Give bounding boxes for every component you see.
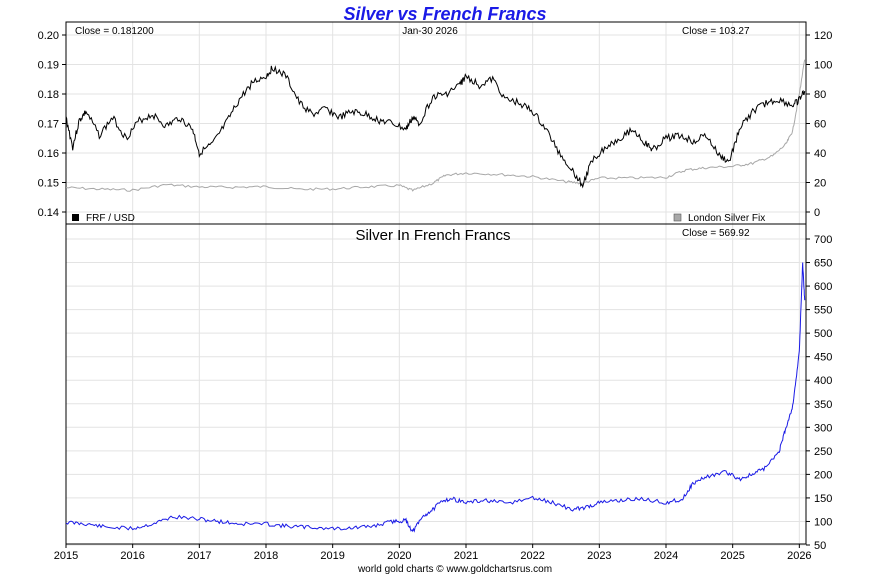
top-panel-series [65, 59, 806, 192]
y-right-bottom-tick-label: 250 [814, 446, 832, 458]
legend-silver-fix-swatch [673, 213, 682, 222]
y-right-bottom-tick-label: 400 [814, 375, 832, 387]
y-right-bottom-tick-label: 450 [814, 352, 832, 364]
top-right-axis-ticks: 120 100 80 60 40 20 0 [806, 30, 832, 219]
x-tick-label: 2020 [387, 550, 411, 562]
y-right-top-tick-label: 120 [814, 30, 832, 42]
top-panel-grid [65, 22, 806, 224]
y-right-top-tick-label: 60 [814, 119, 826, 131]
x-tick-label: 2024 [654, 550, 678, 562]
bottom-close-right: Close = 569.92 [682, 228, 750, 239]
y-right-top-tick-label: 80 [814, 89, 826, 101]
bottom-panel-grid [65, 224, 806, 546]
top-date-label: Jan-30 2026 [402, 26, 458, 37]
y-right-bottom-tick-label: 650 [814, 258, 832, 270]
legend-frf-label: FRF / USD [86, 213, 135, 224]
footer-credit: world gold charts © www.goldchartsrus.co… [357, 564, 552, 575]
y-left-tick-label: 0.18 [38, 89, 59, 101]
y-right-top-tick-label: 40 [814, 148, 826, 160]
y-right-bottom-tick-label: 600 [814, 281, 832, 293]
y-left-tick-label: 0.17 [38, 119, 59, 131]
x-tick-label: 2017 [187, 550, 211, 562]
x-tick-label: 2026 [787, 550, 811, 562]
x-tick-label: 2023 [587, 550, 611, 562]
y-right-bottom-tick-label: 550 [814, 305, 832, 317]
y-right-top-tick-label: 100 [814, 60, 832, 72]
x-tick-label: 2021 [454, 550, 478, 562]
top-close-left: Close = 0.181200 [75, 26, 154, 37]
chart-title: Silver vs French Francs [343, 4, 546, 24]
y-right-bottom-tick-label: 700 [814, 234, 832, 246]
y-left-tick-label: 0.19 [38, 60, 59, 72]
bottom-right-axis-ticks: 700 650 600 550 500 450 400 350 300 250 200 150 100 5… [806, 234, 832, 552]
y-right-top-tick-label: 20 [814, 178, 826, 190]
x-tick-label: 2019 [320, 550, 344, 562]
x-axis-ticks: 2015 2016 2017 2018 2019 2020 2021 2022 2023 2024… [54, 544, 812, 562]
y-right-bottom-tick-label: 500 [814, 328, 832, 340]
y-left-tick-label: 0.14 [38, 207, 59, 219]
y-left-tick-label: 0.16 [38, 148, 59, 160]
x-tick-label: 2022 [520, 550, 544, 562]
x-tick-label: 2025 [720, 550, 744, 562]
top-left-axis-ticks: 0.20 0.19 0.18 0.17 0.16 0.15 0.14 [38, 30, 66, 219]
y-left-tick-label: 0.20 [38, 30, 59, 42]
bottom-panel-title: Silver In French Francs [355, 227, 510, 244]
series-silver-in-french-francs [65, 262, 806, 533]
series-london-silver-fix [65, 59, 806, 192]
legend-frf-swatch [72, 214, 79, 221]
top-close-right: Close = 103.27 [682, 26, 750, 37]
series-frf-usd [65, 65, 806, 189]
y-right-bottom-tick-label: 300 [814, 422, 832, 434]
y-right-bottom-tick-label: 350 [814, 399, 832, 411]
x-tick-label: 2018 [254, 550, 278, 562]
legend-silver-fix-label: London Silver Fix [688, 213, 765, 224]
x-tick-label: 2016 [120, 550, 144, 562]
y-left-tick-label: 0.15 [38, 178, 59, 190]
x-tick-label: 2015 [54, 550, 78, 562]
bottom-panel-frame [65, 223, 807, 545]
y-right-bottom-tick-label: 200 [814, 469, 832, 481]
y-right-bottom-tick-label: 100 [814, 516, 832, 528]
bottom-panel-series [65, 262, 806, 533]
y-right-bottom-tick-label: 150 [814, 493, 832, 505]
y-right-bottom-tick-label: 50 [814, 540, 826, 552]
y-right-top-tick-label: 0 [814, 207, 820, 219]
